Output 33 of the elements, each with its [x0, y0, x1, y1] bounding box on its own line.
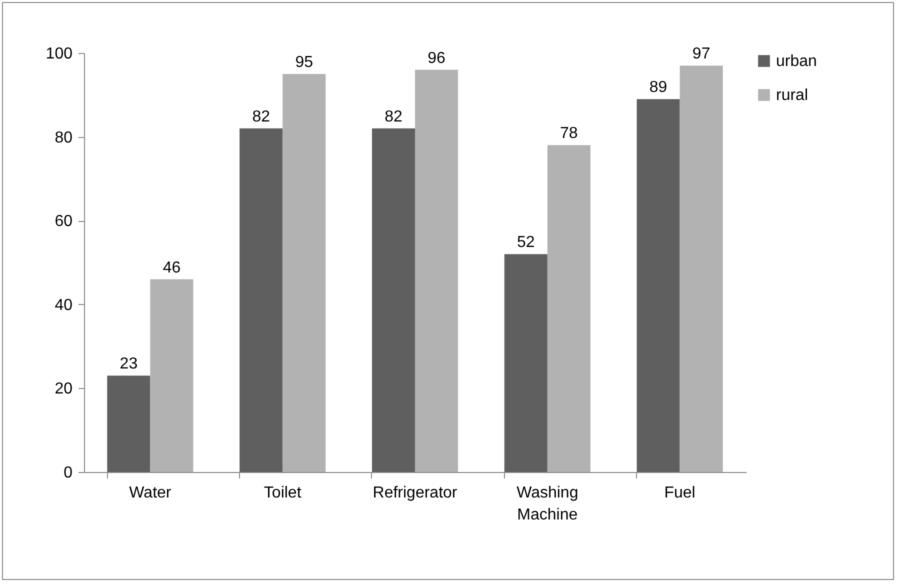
y-tick-label: 0	[64, 464, 73, 482]
bar	[372, 128, 415, 472]
data-label: 78	[560, 125, 578, 142]
x-tick-label: Refrigerator	[372, 484, 458, 502]
data-label: 89	[649, 79, 668, 96]
x-tick-label: Fuel	[664, 484, 696, 502]
bar	[282, 74, 326, 472]
data-label: 23	[120, 356, 138, 373]
bar	[504, 254, 548, 472]
y-tick-label: 60	[54, 213, 73, 230]
legend-label: rural	[776, 87, 808, 104]
y-tick-label: 80	[54, 129, 73, 146]
bar	[107, 376, 150, 472]
data-label: 97	[692, 46, 710, 63]
x-tick-label: Washing Machine	[516, 484, 578, 524]
bar	[150, 279, 194, 472]
bar	[680, 66, 723, 472]
data-label: 46	[162, 259, 181, 276]
data-label: 82	[252, 108, 270, 126]
bar	[240, 128, 283, 472]
y-tick-label: 100	[46, 46, 73, 62]
y-tick-label: 40	[54, 296, 73, 314]
bar	[547, 145, 590, 472]
legend-label: urban	[776, 53, 817, 70]
data-label: 96	[428, 50, 446, 67]
bar	[636, 99, 680, 472]
data-label: 82	[384, 108, 402, 126]
x-tick-label: Water	[129, 484, 172, 502]
data-label: 95	[295, 54, 314, 71]
y-tick-label: 20	[54, 380, 73, 398]
data-label: 52	[516, 234, 535, 252]
x-tick-label: Toilet	[264, 484, 302, 502]
bar	[415, 70, 458, 472]
